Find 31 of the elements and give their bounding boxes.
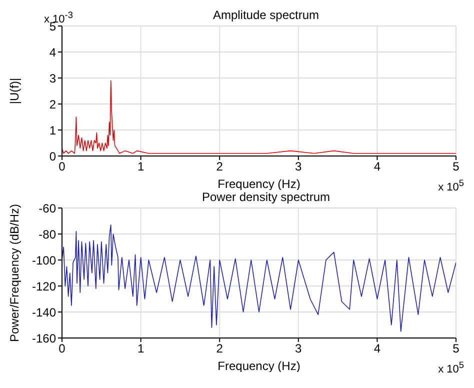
x-tick-label: 5 [452, 342, 460, 356]
x-tick-label: 4 [374, 342, 381, 356]
x-tick-label: 5 [452, 160, 460, 174]
y-tick-label: -80 [38, 227, 56, 242]
text: x 10$^{5}$ [438, 178, 464, 194]
y-tick-label: -140 [32, 305, 56, 320]
y-tick-label: 1 [49, 123, 56, 138]
chart-title: Amplitude spectrum [212, 8, 320, 22]
x-tick-label: 1 [137, 342, 144, 356]
y-axis-title: |U(f)| [7, 78, 22, 104]
y-tick-label: 3 [49, 71, 56, 86]
x-tick-label: 0 [58, 160, 66, 174]
y-tick-label: 0 [49, 149, 56, 164]
x-tick-label: 4 [374, 160, 381, 174]
x-tick-label: 2 [216, 342, 224, 356]
y-axis-title: Power/Frequency (dB/Hz) [7, 204, 22, 342]
y-tick-label: 2 [49, 97, 56, 112]
text: x 10$^{5}$ [438, 360, 464, 376]
x-tick-label: 2 [216, 160, 224, 174]
chart-title: Power density spectrum [202, 190, 330, 204]
line-series [62, 80, 456, 154]
line-series [62, 224, 456, 332]
x-tick-label: 3 [295, 342, 302, 356]
x-tick-label: 1 [137, 160, 144, 174]
y-tick-label: -120 [32, 279, 56, 294]
y-tick-label: -160 [32, 331, 56, 346]
y-tick-label: 4 [49, 45, 56, 60]
y-tick-label: -60 [38, 201, 56, 216]
x-tick-label: 0 [58, 342, 66, 356]
y-tick-label: -100 [32, 253, 56, 268]
x-tick-label: 3 [295, 160, 302, 174]
